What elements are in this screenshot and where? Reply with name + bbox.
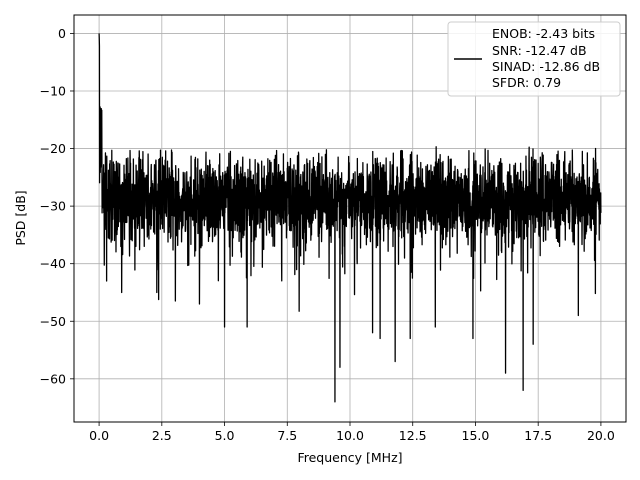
- y-tick-label: −40: [40, 256, 66, 271]
- x-tick-label: 0.0: [89, 428, 109, 443]
- x-tick-label: 20.0: [587, 428, 615, 443]
- y-axis-title: PSD [dB]: [13, 190, 28, 245]
- x-tick-label: 15.0: [462, 428, 490, 443]
- y-tick-label: 0: [58, 26, 66, 41]
- x-tick-label: 12.5: [399, 428, 427, 443]
- x-axis-title: Frequency [MHz]: [297, 450, 402, 465]
- y-tick-label: −30: [40, 199, 66, 214]
- x-tick-label: 7.5: [277, 428, 297, 443]
- y-tick-label: −60: [40, 371, 66, 386]
- y-tick-label: −10: [40, 83, 66, 98]
- x-tick-label: 17.5: [524, 428, 552, 443]
- x-axis-ticks: 0.0 2.5 5.0 7.5 10.0 12.5 15.0 17.5 20.0: [89, 422, 615, 443]
- legend-entry-enob: ENOB: -2.43 bits: [492, 26, 595, 41]
- psd-series-line: [98, 33, 602, 403]
- legend-entry-sfdr: SFDR: 0.79: [492, 75, 561, 90]
- series-layer: [98, 33, 602, 403]
- y-tick-label: −50: [40, 314, 66, 329]
- legend-entry-sinad: SINAD: -12.86 dB: [492, 59, 600, 74]
- x-tick-label: 5.0: [215, 428, 235, 443]
- y-axis-ticks: 0 −10 −20 −30 −40 −50 −60: [40, 26, 74, 386]
- y-tick-label: −20: [40, 141, 66, 156]
- legend-box: [447, 21, 621, 97]
- x-tick-label: 2.5: [152, 428, 172, 443]
- legend: ENOB: -2.43 bits SNR: -12.47 dB SINAD: -…: [447, 21, 621, 97]
- legend-entry-snr: SNR: -12.47 dB: [492, 43, 587, 58]
- x-tick-label: 10.0: [336, 428, 364, 443]
